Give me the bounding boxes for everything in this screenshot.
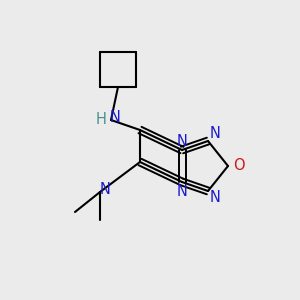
Text: O: O [233,158,245,173]
Text: N: N [100,182,110,197]
Text: H: H [96,112,106,127]
Text: N: N [177,134,188,148]
Text: N: N [210,190,220,206]
Text: N: N [177,184,188,199]
Text: N: N [210,127,220,142]
Text: N: N [110,110,120,125]
